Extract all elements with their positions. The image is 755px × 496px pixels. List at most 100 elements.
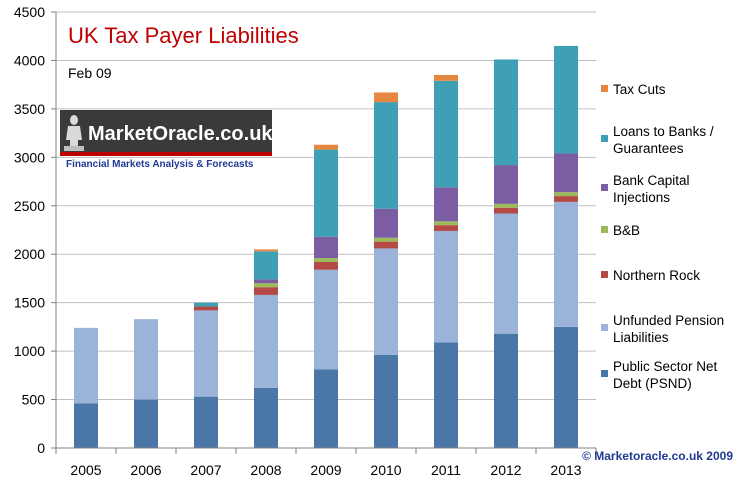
bar-segment-2010-series-0: [374, 354, 398, 448]
bar-segment-2012-series-3: [494, 203, 518, 208]
y-tick-label: 3000: [14, 149, 45, 165]
bar-segment-2011-series-1: [434, 230, 458, 343]
legend-swatch: [601, 271, 608, 278]
bar-segment-2009-series-3: [314, 258, 338, 262]
bar-segment-2010-series-4: [374, 208, 398, 238]
chart-subtitle: Feb 09: [68, 65, 112, 81]
bar-segment-2013-series-3: [554, 192, 578, 197]
chart-title: UK Tax Payer Liabilities: [68, 23, 299, 48]
y-tick-label: 4500: [14, 4, 45, 20]
bar-segment-2006-series-0: [134, 399, 158, 448]
legend-swatch: [601, 135, 608, 142]
legend-label: Loans to Banks /: [613, 124, 714, 139]
bar-segment-2009-series-4: [314, 236, 338, 259]
bar-segment-2011-series-6: [434, 74, 458, 81]
copyright-notice: © Marketoracle.co.uk 2009: [582, 449, 733, 463]
bar-segment-2007-series-5: [194, 302, 218, 307]
y-tick-label: 500: [22, 392, 46, 408]
logo-name: MarketOracle.co.uk: [88, 123, 273, 145]
bar-segment-2012-series-0: [494, 333, 518, 448]
y-tick-label: 1500: [14, 295, 45, 311]
x-tick-label: 2008: [250, 462, 281, 478]
bar-segment-2011-series-5: [434, 80, 458, 188]
bar-segment-2009-series-0: [314, 369, 338, 448]
x-tick-label: 2009: [310, 462, 341, 478]
bar-segment-2010-series-5: [374, 102, 398, 209]
bar-segment-2013-series-1: [554, 201, 578, 327]
bar-segment-2011-series-2: [434, 225, 458, 231]
bar-segment-2010-series-3: [374, 237, 398, 242]
bar-segment-2010-series-2: [374, 241, 398, 249]
legend-label: B&B: [613, 223, 640, 238]
bar-segment-2009-series-1: [314, 269, 338, 370]
x-tick-labels: 2005 2006 2007 2008 2009 2010 2011 2012 2013: [70, 462, 581, 478]
y-tick-label: 1000: [14, 343, 45, 359]
thinker-statue-icon: [64, 115, 84, 151]
legend-label: Bank Capital: [613, 173, 690, 188]
bar-segment-2007-series-2: [194, 306, 218, 311]
y-tick-labels: 0 500 1000 1500 2000 2500 3000 3500 4000 4500: [14, 4, 45, 456]
logo: MarketOracle.co.uk Financial Markets Ana…: [60, 110, 273, 170]
bar-segment-2013-series-0: [554, 326, 578, 448]
logo-underline: [60, 152, 272, 156]
bar-segment-2008-series-4: [254, 279, 278, 284]
x-tick-label: 2012: [490, 462, 521, 478]
y-tick-label: 0: [37, 440, 45, 456]
bar-segment-2011-series-3: [434, 221, 458, 226]
bar-segment-2008-series-6: [254, 249, 278, 252]
bar-segment-2006-series-1: [134, 319, 158, 400]
x-tick-label: 2013: [550, 462, 581, 478]
bar-segment-2008-series-2: [254, 287, 278, 295]
legend-label: Liabilities: [613, 330, 669, 345]
logo-background: [60, 110, 272, 154]
x-tick-label: 2007: [190, 462, 221, 478]
legend-swatch: [601, 226, 608, 233]
bar-segment-2009-series-2: [314, 261, 338, 270]
bar-segment-2008-series-0: [254, 387, 278, 448]
y-tick-label: 2000: [14, 246, 45, 262]
bar-segment-2009-series-5: [314, 149, 338, 237]
bar-segment-2013-series-5: [554, 45, 578, 154]
bar-segment-2008-series-1: [254, 294, 278, 388]
bar-segment-2012-series-2: [494, 207, 518, 214]
bar-segment-2010-series-1: [374, 248, 398, 355]
bar-segment-2013-series-4: [554, 153, 578, 193]
legend-label: Unfunded Pension: [613, 313, 724, 328]
legend-label: Injections: [613, 190, 670, 205]
y-tick-label: 2500: [14, 198, 45, 214]
legend-label: Public Sector Net: [613, 359, 718, 374]
legend-label: Tax Cuts: [613, 82, 666, 97]
bar-segment-2007-series-1: [194, 310, 218, 397]
legend-swatch: [601, 370, 608, 377]
bar-segment-2012-series-5: [494, 59, 518, 166]
bar-segment-2012-series-1: [494, 213, 518, 334]
bar-segment-2012-series-4: [494, 165, 518, 204]
y-tick-label: 3500: [14, 101, 45, 117]
legend-label: Northern Rock: [613, 268, 700, 283]
legend-swatch: [601, 85, 608, 92]
bar-segment-2005-series-1: [74, 327, 98, 404]
x-tick-label: 2011: [431, 462, 461, 478]
bar-segment-2009-series-6: [314, 144, 338, 150]
bar-segment-2010-series-6: [374, 92, 398, 103]
legend-label: Guarantees: [613, 141, 684, 156]
bars: [74, 45, 578, 448]
legend-swatch: [601, 184, 608, 191]
bar-segment-2005-series-0: [74, 403, 98, 448]
bar-segment-2008-series-3: [254, 283, 278, 288]
bar-segment-2011-series-4: [434, 187, 458, 222]
legend-swatch: [601, 324, 608, 331]
logo-tagline: Financial Markets Analysis & Forecasts: [66, 159, 254, 170]
bar-segment-2008-series-5: [254, 251, 278, 280]
x-tick-label: 2006: [130, 462, 161, 478]
bar-segment-2011-series-0: [434, 342, 458, 448]
x-tick-label: 2010: [370, 462, 401, 478]
bar-segment-2007-series-0: [194, 396, 218, 448]
legend: Tax Cuts Loans to Banks / Guarantees Bank C…: [601, 82, 724, 391]
x-tick-label: 2005: [70, 462, 101, 478]
y-tick-label: 4000: [14, 52, 45, 68]
legend-label: Debt (PSND): [613, 376, 692, 391]
axes: [51, 11, 597, 454]
